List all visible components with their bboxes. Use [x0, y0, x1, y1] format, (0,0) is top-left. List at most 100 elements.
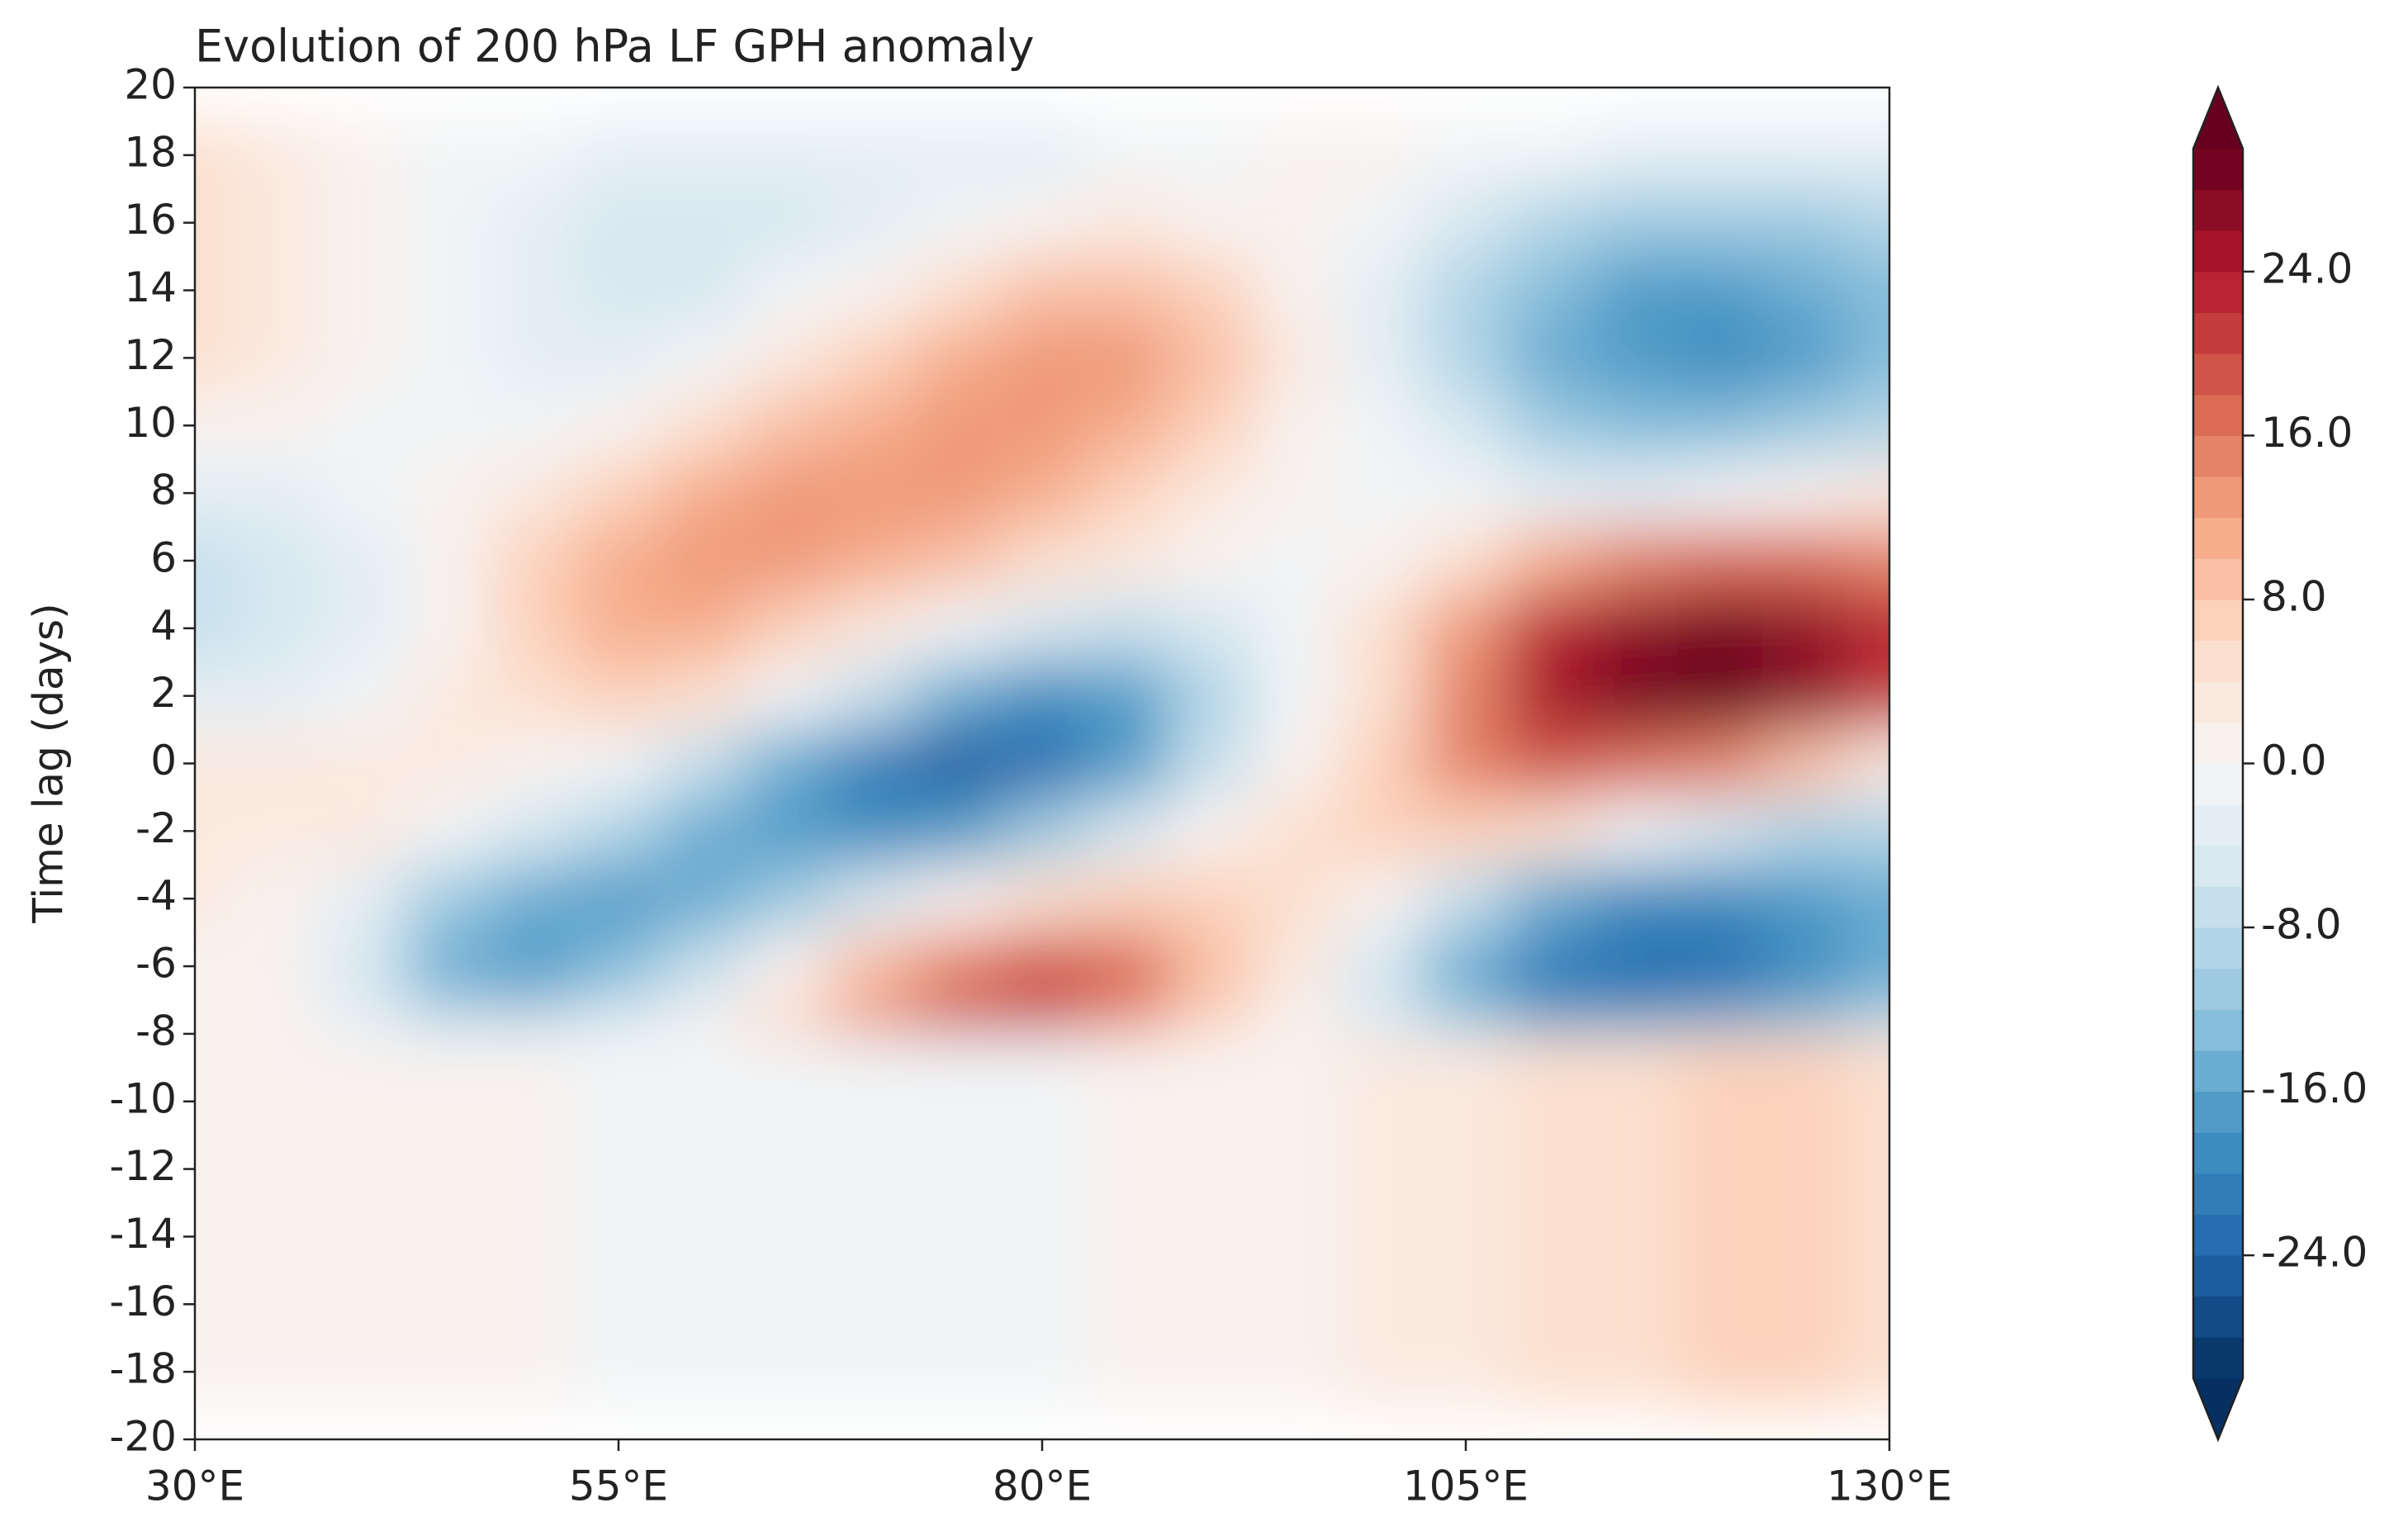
field-cell: [491, 932, 577, 1001]
y-tick-label: 8: [150, 467, 177, 514]
field-cell: [999, 1033, 1086, 1407]
field-cell: [830, 188, 917, 258]
y-tick-label: -2: [135, 804, 177, 852]
field-cell: [1084, 865, 1170, 934]
colorbar-band: [2193, 1132, 2243, 1174]
field-cell: [321, 391, 408, 461]
field-cell: [999, 527, 1086, 595]
field-cell: [1339, 324, 1424, 393]
colorbar-band: [2193, 886, 2243, 928]
colorbar: -24.0 -16.0 -8.0 0.0 8.0 16.0 24.0: [2192, 84, 2368, 1443]
field-cell: [1084, 932, 1170, 1001]
field-cell: [491, 324, 577, 393]
field-cell: [915, 1033, 1001, 1407]
field-cell: [1508, 527, 1594, 595]
field-cell: [321, 661, 408, 731]
field-cell: [491, 188, 577, 258]
field-cell: [1762, 729, 1848, 799]
field-cell: [195, 661, 239, 731]
colorbar-band: [2193, 312, 2243, 354]
field-cell: [321, 121, 408, 190]
field-cell: [1677, 729, 1764, 799]
field-cell: [999, 932, 1086, 1001]
field-cell: [1254, 729, 1340, 799]
field-cell: [1677, 324, 1764, 393]
field-cell: [1508, 729, 1594, 799]
field-cell: [830, 1033, 917, 1407]
field-cell: [406, 932, 493, 1001]
field-cell: [661, 797, 747, 866]
field-cell: [1168, 661, 1255, 731]
field-cell: [1592, 594, 1679, 663]
field-cell: [406, 661, 493, 731]
colorbar-band: [2193, 804, 2243, 846]
field-cell: [321, 256, 408, 325]
field-cell: [1762, 661, 1848, 731]
field-cell: [1084, 188, 1170, 258]
field-cell: [195, 121, 239, 190]
field-cell: [1762, 391, 1848, 461]
field-cell: [1423, 865, 1510, 934]
field-cell: [661, 256, 747, 325]
field-cell: [1592, 865, 1679, 934]
field-cell: [1423, 661, 1510, 731]
field-cell: [1254, 661, 1340, 731]
field-cell: [576, 932, 662, 1001]
field-cell: [661, 188, 747, 258]
field-cell: [1423, 324, 1510, 393]
field-cell: [195, 391, 239, 461]
field-cell: [321, 459, 408, 529]
field-cell: [1762, 459, 1848, 529]
field-cell: [661, 729, 747, 799]
field-cell: [195, 188, 239, 258]
field-cell: [915, 256, 1001, 325]
field-cell: [195, 594, 239, 663]
y-tick-label: 16: [124, 196, 177, 244]
field-cell: [1508, 324, 1594, 393]
field-cell: [1168, 121, 1255, 190]
field-cell: [321, 527, 408, 595]
field-cell: [999, 459, 1086, 529]
field-cell: [1339, 391, 1424, 461]
field-cell: [661, 1033, 747, 1407]
field-cell: [830, 661, 917, 731]
y-tick-label: 10: [124, 399, 177, 447]
field-cell: [195, 324, 239, 393]
field-cell: [745, 932, 832, 1001]
field-cell: [1677, 594, 1764, 663]
field-cell: [830, 932, 917, 1001]
colorbar-band: [2193, 722, 2243, 764]
colorbar-band: [2193, 1091, 2243, 1133]
field-cell: [1508, 661, 1594, 731]
field-cell: [406, 391, 493, 461]
field-cell: [1846, 661, 1889, 731]
field-cell: [1592, 797, 1679, 866]
y-tick-label: 20: [124, 61, 177, 109]
field-cell: [237, 932, 323, 1001]
field-cell: [406, 324, 493, 393]
colorbar-band: [2193, 230, 2243, 273]
field-cell: [1254, 391, 1340, 461]
field-cell: [1508, 1033, 1594, 1407]
field-cell: [1677, 256, 1764, 325]
field-cell: [1423, 121, 1510, 190]
field-cell: [491, 459, 577, 529]
colorbar-band: [2193, 476, 2243, 519]
field-cell: [745, 391, 832, 461]
field-cell: [576, 121, 662, 190]
colorbar-band: [2193, 1173, 2243, 1215]
field-cell: [1508, 594, 1594, 663]
field-cell: [576, 188, 662, 258]
field-cell: [1762, 1033, 1848, 1407]
field-cell: [576, 527, 662, 595]
colorbar-band: [2193, 599, 2243, 642]
y-tick-label: 4: [150, 601, 177, 649]
x-tick-label: 130°E: [1827, 1463, 1952, 1510]
field-cell: [1846, 594, 1889, 663]
colorbar-band: [2193, 1296, 2243, 1338]
field-cell: [830, 797, 917, 866]
field-cell: [237, 527, 323, 595]
field-cell: [1084, 527, 1170, 595]
field-cell: [1762, 324, 1848, 393]
y-tick-label: -20: [109, 1413, 177, 1461]
